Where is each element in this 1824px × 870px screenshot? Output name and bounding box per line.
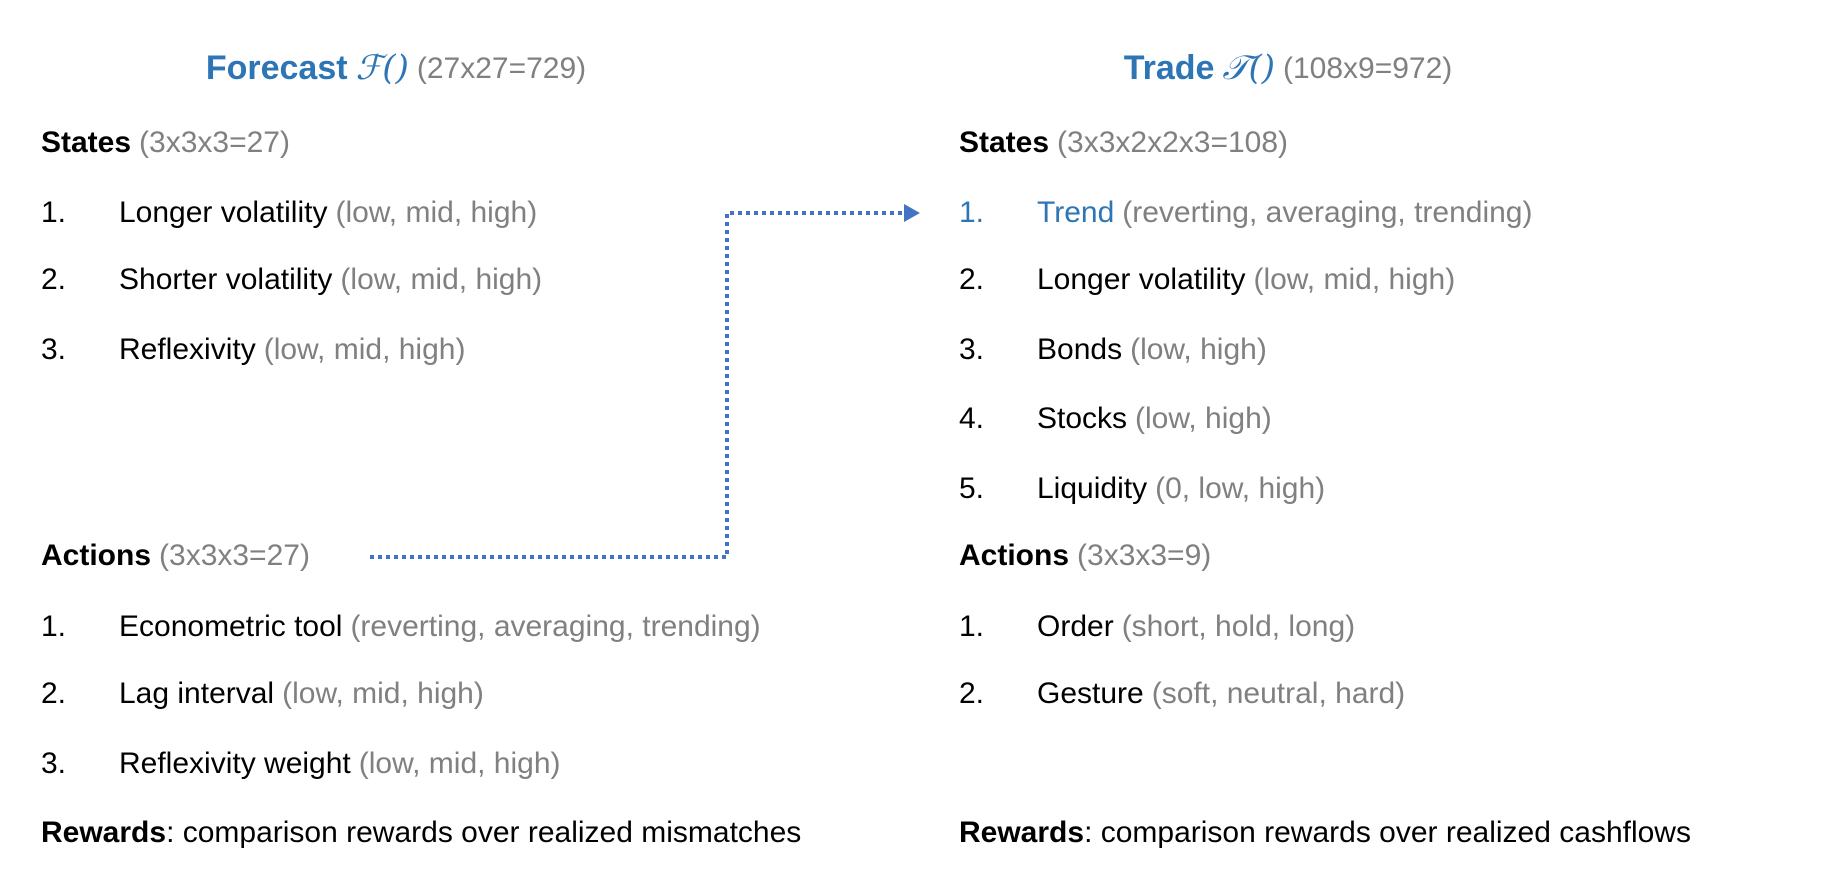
title-symbol: 𝒯()	[1222, 48, 1275, 88]
arrow-head	[904, 204, 920, 222]
header-label: States	[959, 126, 1049, 159]
title-text: Trade	[1124, 49, 1215, 87]
item: Gesture (soft, neutral, hard)	[1037, 677, 1405, 710]
item-number: 2.	[959, 677, 984, 710]
item-name: Reflexivity weight	[119, 747, 351, 780]
item-name: Econometric tool	[119, 610, 342, 643]
item-name: Stocks	[1037, 402, 1127, 435]
item-number: 2.	[41, 677, 66, 710]
section-header: States (3x3x2x2x3=108)	[959, 126, 1288, 159]
item-levels: (low, high)	[1135, 402, 1272, 435]
item-number: 4.	[959, 402, 984, 435]
header-size: (3x3x3=27)	[139, 126, 290, 159]
item: Stocks (low, high)	[1037, 402, 1272, 435]
rewards: Rewards: comparison rewards over realize…	[959, 816, 1691, 849]
item-name: Order	[1037, 610, 1114, 643]
item-levels: (reverting, averaging, trending)	[1122, 196, 1532, 229]
item-levels: (low, mid, high)	[359, 747, 561, 780]
item-number: 1.	[41, 610, 66, 643]
item-name: Trend	[1037, 196, 1114, 229]
header-size: (3x3x3=9)	[1077, 539, 1211, 572]
item: Bonds (low, high)	[1037, 333, 1267, 366]
header-label: Actions	[959, 539, 1069, 572]
section-title: Forecast ℱ() (27x27=729)	[206, 48, 586, 88]
item-levels: (soft, neutral, hard)	[1152, 677, 1405, 710]
connector-arrow	[370, 211, 906, 559]
item: Shorter volatility (low, mid, high)	[119, 263, 542, 296]
item: Liquidity (0, low, high)	[1037, 472, 1325, 505]
header-label: Actions	[41, 539, 151, 572]
item: Longer volatility (low, mid, high)	[1037, 263, 1455, 296]
rewards-label: Rewards	[959, 816, 1084, 849]
item: Trend (reverting, averaging, trending)	[1037, 196, 1532, 229]
item-number: 1.	[959, 610, 984, 643]
item: Reflexivity weight (low, mid, high)	[119, 747, 561, 780]
item-name: Liquidity	[1037, 472, 1147, 505]
item-levels: (low, high)	[1130, 333, 1267, 366]
item-name: Reflexivity	[119, 333, 256, 366]
title-size: (27x27=729)	[417, 52, 586, 85]
item-levels: (0, low, high)	[1155, 472, 1325, 505]
item-name: Bonds	[1037, 333, 1122, 366]
item-levels: (low, mid, high)	[335, 196, 537, 229]
item-number: 2.	[41, 263, 66, 296]
item-name: Shorter volatility	[119, 263, 332, 296]
item: Longer volatility (low, mid, high)	[119, 196, 537, 229]
header-size: (3x3x3=27)	[159, 539, 310, 572]
item-levels: (low, mid, high)	[282, 677, 484, 710]
rewards-label: Rewards	[41, 816, 166, 849]
item-name: Longer volatility	[119, 196, 327, 229]
section-title: Trade 𝒯() (108x9=972)	[1124, 48, 1453, 88]
rewards-text: : comparison rewards over realized cashf…	[1084, 816, 1691, 849]
item-levels: (low, mid, high)	[340, 263, 542, 296]
header-label: States	[41, 126, 131, 159]
section-header: Actions (3x3x3=9)	[959, 539, 1211, 572]
title-symbol: ℱ()	[356, 48, 409, 88]
rewards-text: : comparison rewards over realized misma…	[166, 816, 801, 849]
rewards: Rewards: comparison rewards over realize…	[41, 816, 801, 849]
item-levels: (reverting, averaging, trending)	[350, 610, 760, 643]
item-number: 3.	[41, 333, 66, 366]
item-number: 1.	[41, 196, 66, 229]
title-size: (108x9=972)	[1283, 52, 1452, 85]
item-levels: (low, mid, high)	[264, 333, 466, 366]
item-levels: (short, hold, long)	[1122, 610, 1355, 643]
item-name: Lag interval	[119, 677, 274, 710]
title-text: Forecast	[206, 49, 348, 87]
item: Reflexivity (low, mid, high)	[119, 333, 465, 366]
section-header: States (3x3x3=27)	[41, 126, 290, 159]
item-number: 2.	[959, 263, 984, 296]
item-name: Gesture	[1037, 677, 1144, 710]
item: Order (short, hold, long)	[1037, 610, 1355, 643]
item-number: 3.	[41, 747, 66, 780]
header-size: (3x3x2x2x3=108)	[1057, 126, 1288, 159]
item-number: 3.	[959, 333, 984, 366]
item: Econometric tool (reverting, averaging, t…	[119, 610, 761, 643]
section-header: Actions (3x3x3=27)	[41, 539, 310, 572]
item-number: 5.	[959, 472, 984, 505]
item: Lag interval (low, mid, high)	[119, 677, 484, 710]
item-levels: (low, mid, high)	[1253, 263, 1455, 296]
item-name: Longer volatility	[1037, 263, 1245, 296]
item-number: 1.	[959, 196, 984, 229]
